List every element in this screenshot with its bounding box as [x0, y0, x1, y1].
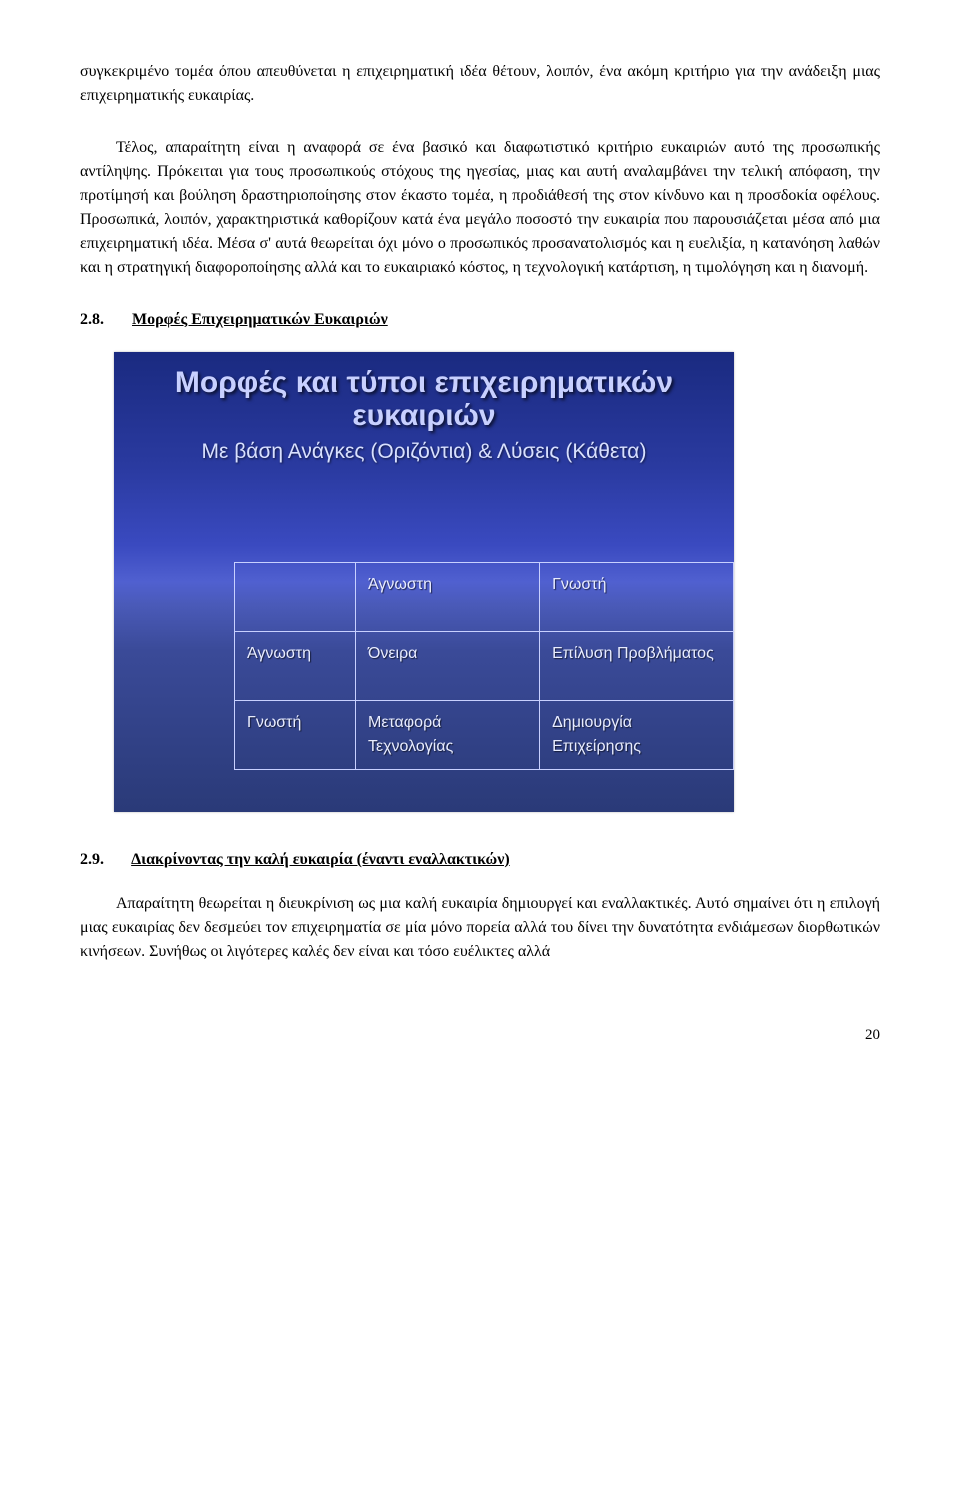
section-title: Μορφές Επιχειρηματικών Ευκαιριών	[132, 311, 388, 328]
table-col-header-known: Γνωστή	[540, 563, 734, 632]
slide-title: Μορφές και τύποι επιχειρηματικών ευκαιρι…	[114, 352, 734, 432]
table-row-header-known: Γνωστή	[235, 701, 356, 770]
table-cell-dreams: Όνειρα	[356, 632, 540, 701]
section-2-8-heading: 2.8. Μορφές Επιχειρηματικών Ευκαιριών	[80, 308, 880, 332]
table-row-header-unknown: Άγνωστη	[235, 632, 356, 701]
slide-title-line2: ευκαιριών	[114, 399, 734, 432]
paragraph-main: Τέλος, απαραίτητη είναι η αναφορά σε ένα…	[80, 136, 880, 280]
table-row: Άγνωστη Γνωστή	[235, 563, 734, 632]
slide-title-line1: Μορφές και τύποι επιχειρηματικών	[114, 366, 734, 399]
section-number: 2.8.	[80, 308, 104, 332]
slide-container: Μορφές και τύποι επιχειρηματικών ευκαιρι…	[114, 352, 880, 812]
paragraph-2-9: Απαραίτητη θεωρείται η διευκρίνιση ως μι…	[80, 892, 880, 964]
section-2-9-heading: 2.9. Διακρίνοντας την καλή ευκαιρία (ένα…	[80, 848, 880, 872]
paragraph-intro: συγκεκριμένο τομέα όπου απευθύνεται η επ…	[80, 60, 880, 108]
table-row: Γνωστή Μεταφορά Τεχνολογίας Δημιουργία Ε…	[235, 701, 734, 770]
table-cell-venture-creation: Δημιουργία Επιχείρησης	[540, 701, 734, 770]
table-cell-tech-transfer: Μεταφορά Τεχνολογίας	[356, 701, 540, 770]
table-cell-problem-solving: Επίλυση Προβλήματος	[540, 632, 734, 701]
table-cell-empty	[235, 563, 356, 632]
page-number: 20	[80, 1024, 880, 1047]
slide-subtitle: Με βάση Ανάγκες (Οριζόντια) & Λύσεις (Κά…	[114, 436, 734, 468]
section-title: Διακρίνοντας την καλή ευκαιρία (έναντι ε…	[131, 851, 510, 868]
table-col-header-unknown: Άγνωστη	[356, 563, 540, 632]
slide-matrix-table: Άγνωστη Γνωστή Άγνωστη Όνειρα Επίλυση Πρ…	[234, 562, 734, 770]
table-row: Άγνωστη Όνειρα Επίλυση Προβλήματος	[235, 632, 734, 701]
slide: Μορφές και τύποι επιχειρηματικών ευκαιρι…	[114, 352, 734, 812]
section-number: 2.9.	[80, 848, 104, 872]
